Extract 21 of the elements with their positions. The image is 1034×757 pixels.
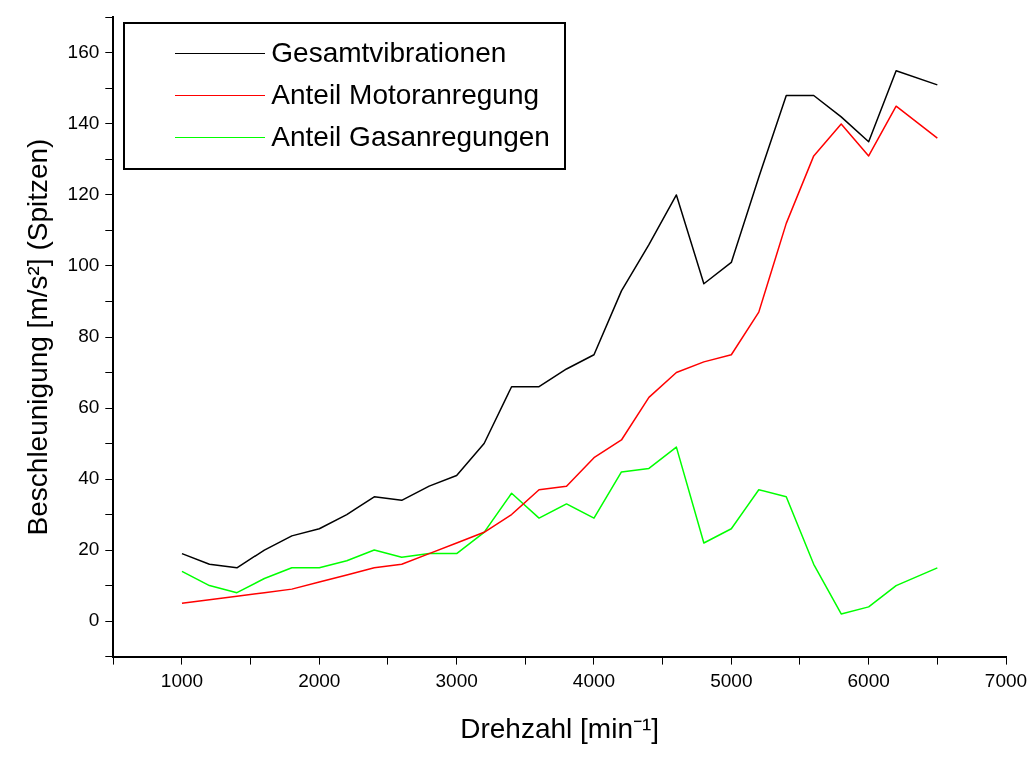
y-axis-title: Beschleunigung [m/s²] (Spitzen) (21, 138, 53, 536)
x-tick-label: 1000 (160, 670, 204, 692)
y-tick-label: 140 (67, 112, 100, 134)
x-tick-label: 2000 (298, 670, 341, 692)
legend-label: Anteil Gasanregungen (271, 120, 550, 155)
y-tick-label: 0 (88, 609, 100, 631)
x-tick-label: 4000 (572, 670, 616, 692)
x-tick-label: 7000 (984, 670, 1028, 692)
legend-label: Gesamtvibrationen (271, 36, 507, 71)
x-tick-label: 3000 (435, 670, 478, 692)
legend-label: Anteil Motoranregung (271, 78, 540, 113)
y-tick-label: 20 (78, 538, 100, 560)
y-tick-label: 60 (78, 396, 100, 418)
x-axis-title: Drehzahl [min⁻¹] (460, 712, 660, 744)
x-tick-label: 6000 (847, 670, 890, 692)
y-tick-label: 40 (78, 467, 100, 489)
y-tick-label: 160 (67, 41, 100, 63)
x-tick-label: 5000 (710, 670, 753, 692)
y-tick-label: 80 (78, 325, 100, 347)
y-tick-label: 100 (67, 254, 100, 276)
y-tick-label: 120 (67, 183, 100, 205)
